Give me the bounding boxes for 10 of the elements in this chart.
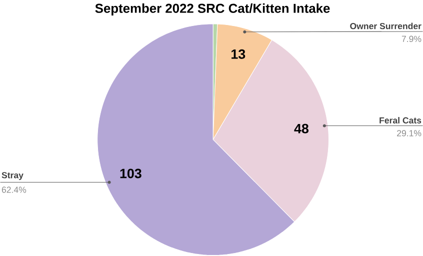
text: 7.9% <box>402 36 422 42</box>
slice-label: Feral Cats <box>380 117 422 124</box>
text: 62.4% <box>2 186 26 194</box>
data-label: 48 <box>294 124 309 134</box>
data-label: 103 <box>120 168 142 178</box>
slice-label: Stray <box>2 172 24 180</box>
slice-label: Owner Surrender <box>350 22 422 30</box>
data-label: 13 <box>232 50 246 60</box>
text: 29.1% <box>397 130 422 137</box>
chart-title: September 2022 SRC Cat/Kitten Intake <box>95 4 330 16</box>
